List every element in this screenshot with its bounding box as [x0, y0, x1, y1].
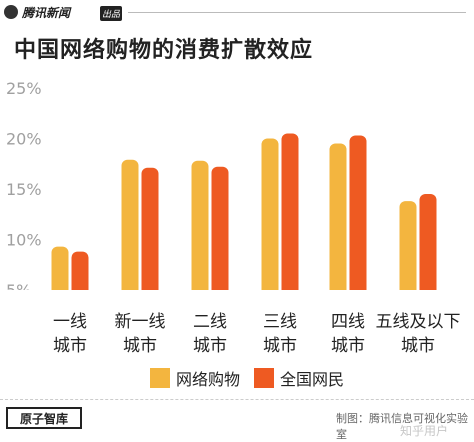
y-tick-label: 20%	[6, 130, 42, 149]
header-divider	[128, 12, 466, 13]
chart-title: 中国网络购物的消费扩散效应	[14, 38, 314, 63]
bar-netizens	[281, 133, 299, 296]
y-tick-label: 15%	[6, 180, 42, 199]
bar-netizens-rect	[211, 166, 229, 296]
bar-netizens-rect	[349, 135, 367, 296]
bar-netizens	[419, 194, 437, 296]
x-category-label: 二线	[193, 312, 227, 332]
bar-online-shopping-rect	[399, 201, 417, 296]
header-bar: 腾讯新闻 出品	[0, 0, 474, 26]
legend-label-online-shopping: 网络购物	[176, 370, 241, 389]
x-category-label: 城市	[331, 336, 365, 356]
bar-online-shopping	[261, 138, 279, 296]
bar-online-shopping-rect	[191, 160, 209, 296]
x-category-label: 城市	[53, 336, 87, 356]
bar-netizens	[141, 167, 159, 296]
x-category-label: 城市	[193, 336, 227, 356]
legend-label-netizens: 全国网民	[280, 370, 345, 389]
x-category-label: 五线及以下	[376, 312, 461, 332]
legend-item-netizens: 全国网民	[254, 366, 344, 390]
x-category-label: 城市	[263, 336, 297, 356]
legend-swatch-netizens	[254, 368, 275, 388]
legend-swatch-online-shopping	[150, 368, 170, 388]
bar-online-shopping-rect	[51, 246, 69, 296]
bar-netizens-rect	[71, 251, 89, 296]
footer-logo: 原子智库	[6, 407, 82, 429]
bar-online-shopping	[191, 160, 209, 296]
watermark: 知乎用户	[400, 424, 449, 438]
y-tick-label: 25%	[6, 79, 42, 98]
bar-online-shopping	[121, 159, 139, 296]
bar-netizens-rect	[141, 167, 159, 296]
y-tick-label: 10%	[6, 231, 42, 250]
x-category-label: 三线	[263, 312, 297, 332]
x-category-label: 城市	[123, 336, 157, 356]
brand-logo-icon	[4, 5, 18, 19]
footer-divider	[0, 399, 474, 400]
bar-netizens-rect	[419, 194, 437, 296]
bar-netizens	[211, 166, 229, 296]
bar-online-shopping-rect	[329, 143, 347, 296]
baseline-mask	[0, 290, 474, 300]
bar-netizens	[349, 135, 367, 296]
brand-tag: 出品	[100, 6, 123, 21]
legend-item-online-shopping: 网络购物	[150, 366, 240, 390]
x-category-label: 城市	[401, 336, 435, 356]
chart-legend: 网络购物 全国网民	[150, 365, 358, 391]
bar-netizens	[71, 251, 89, 296]
x-category-label: 四线	[331, 312, 365, 332]
x-category-label: 一线	[53, 312, 87, 332]
bar-online-shopping	[399, 201, 417, 296]
brand-name: 腾讯新闻	[22, 6, 71, 20]
bar-online-shopping	[329, 143, 347, 296]
bar-online-shopping	[51, 246, 69, 296]
bar-online-shopping-rect	[121, 159, 139, 296]
bar-netizens-rect	[281, 133, 299, 296]
footer-credit: 制图：腾讯信息可视化实验室	[336, 412, 468, 441]
bar-online-shopping-rect	[261, 138, 279, 296]
x-category-label: 新一线	[115, 312, 166, 332]
